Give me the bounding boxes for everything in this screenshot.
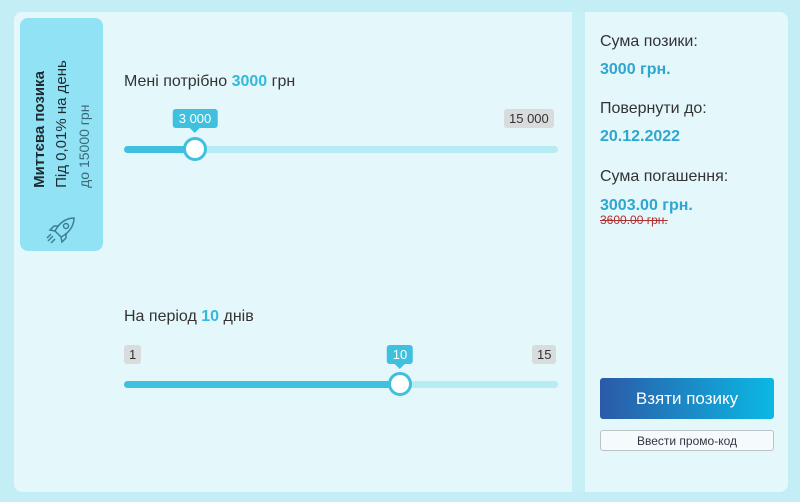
period-min: 1 <box>124 345 142 364</box>
amount-prefix: Мені потрібно <box>124 73 228 90</box>
loan-card: Миттєва позика Під 0,01% на день до 1500… <box>14 12 788 492</box>
amount-value: 3000 <box>231 73 268 90</box>
tab-text: Миттєва позика Під 0,01% на день до 1500… <box>29 60 95 188</box>
repay-label: Сума погашення: <box>600 168 729 185</box>
rocket-icon <box>46 217 75 244</box>
due-date: 20.12.2022 <box>600 128 681 145</box>
amount-max: 15 000 <box>504 109 554 128</box>
submit-button[interactable]: Взяти позику <box>600 378 774 419</box>
period-unit: днів <box>223 308 254 325</box>
period-value: 10 <box>201 308 220 325</box>
amount-summary: 3000 грн. <box>600 61 671 78</box>
old-repay: 3600.00 грн. <box>600 213 668 227</box>
amount-fill <box>124 146 195 153</box>
period-thumb[interactable] <box>388 372 412 396</box>
amount-summary-label: Сума позики: <box>600 33 698 50</box>
tab-rate: Під 0,01% на день <box>53 60 70 188</box>
tab-limit: до 15000 грн <box>76 104 92 188</box>
tab-title: Миттєва позика <box>31 71 48 188</box>
period-bubble: 10 <box>386 345 414 369</box>
amount-track[interactable] <box>124 137 558 161</box>
amount-thumb[interactable] <box>183 137 207 161</box>
promo-button[interactable]: Ввести промо-код <box>600 430 774 451</box>
amount-label: Мені потрібно 3000 грн <box>124 73 295 91</box>
period-prefix: На період <box>124 308 197 325</box>
divider <box>572 12 585 492</box>
period-fill <box>124 381 400 388</box>
period-track[interactable] <box>124 372 558 396</box>
product-tab[interactable]: Миттєва позика Під 0,01% на день до 1500… <box>20 18 103 251</box>
amount-bubble: 3 000 <box>172 109 218 133</box>
period-max: 15 <box>532 345 557 364</box>
amount-unit: грн <box>271 73 296 90</box>
repay-amount: 3003.00 грн. <box>600 197 693 214</box>
due-label: Повернути до: <box>600 100 707 117</box>
period-label: На період 10 днів <box>124 308 254 326</box>
